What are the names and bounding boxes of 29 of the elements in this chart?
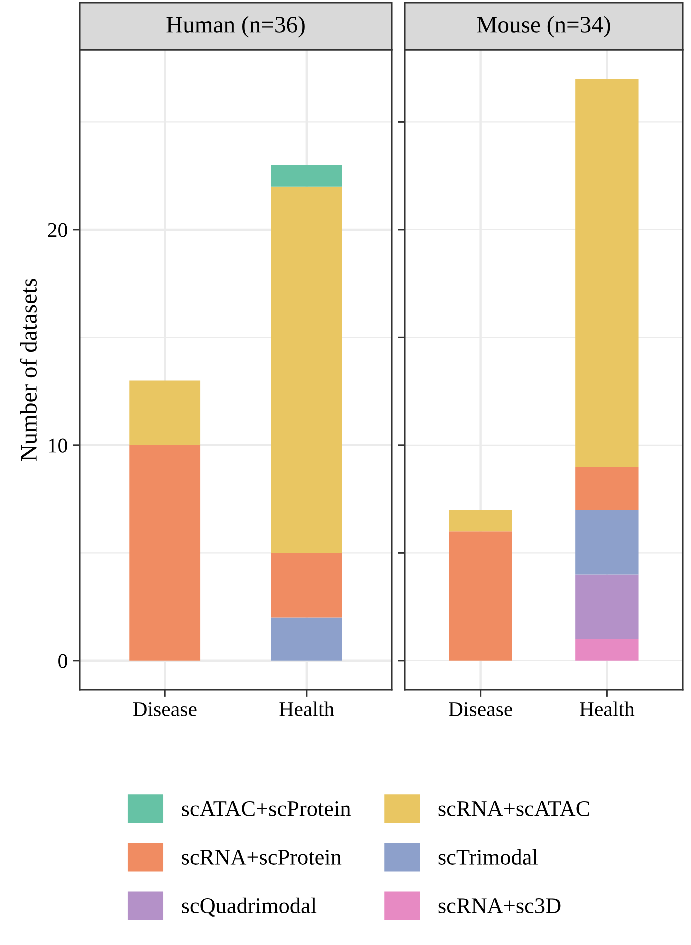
- legend-label: scRNA+sc3D: [438, 898, 561, 914]
- y-axis-title: Number of datasets: [20, 279, 38, 462]
- bar: [576, 466, 639, 510]
- bar: [576, 574, 639, 640]
- chart-title: Human (n=36): [166, 16, 305, 38]
- y-tick-label: 20: [48, 223, 68, 238]
- y-tick-label: 10: [49, 438, 68, 453]
- bar: [576, 79, 639, 467]
- legend-label: scATAC+scProtein: [182, 801, 351, 816]
- bar: [130, 445, 201, 661]
- chart-title: Mouse (n=34): [477, 16, 610, 38]
- bar: [449, 510, 512, 532]
- y-tick-label: 0: [58, 654, 68, 668]
- legend-label: scQuadrimodal: [182, 898, 317, 917]
- x-tick-label: Disease: [133, 702, 197, 716]
- bar: [271, 618, 342, 661]
- bar: [271, 186, 342, 554]
- x-tick-label: Health: [280, 702, 334, 716]
- x-tick-label: Disease: [449, 702, 512, 716]
- bar: [271, 553, 342, 618]
- x-tick-label: Health: [580, 702, 635, 716]
- bar: [576, 510, 639, 575]
- bar: [130, 380, 201, 446]
- legend-label: scRNA+scATAC: [438, 801, 590, 816]
- legend-label: scRNA+scProtein: [182, 850, 342, 865]
- legend-label: scTrimodal: [438, 849, 538, 865]
- bar: [271, 165, 342, 187]
- bar: [576, 639, 639, 661]
- bar: [449, 532, 512, 661]
